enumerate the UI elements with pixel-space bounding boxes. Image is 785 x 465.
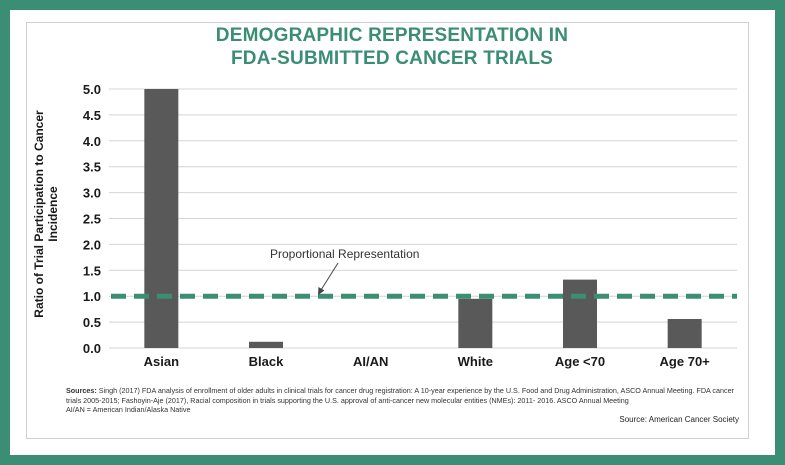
gridlines [109,88,737,349]
sources-text: Singh (2017) FDA analysis of enrollment … [66,386,734,405]
y-tick-labels: 0.0 0.5 1.0 1.5 2.0 2.5 3.0 3.5 4.0 4.5 5.0 [83,82,101,356]
source-credit: Source: American Cancer Society [619,415,739,424]
annotation-arrowhead [318,287,325,295]
x-tick-label: Age <70 [555,354,605,369]
y-tick-label: 3.5 [83,160,101,175]
reference-line-group: Proportional Representation [111,247,737,299]
sources-label: Sources: [66,386,97,395]
y-tick-label: 4.5 [83,108,101,123]
x-tick-label: Age 70+ [660,354,711,369]
x-tick-label: Black [249,354,284,369]
sources-note: Sources: Singh (2017) FDA analysis of en… [66,386,746,415]
bar-age-70 [563,279,597,348]
y-tick-label: 5.0 [83,82,101,97]
y-tick-label: 1.5 [83,263,101,278]
y-tick-label: 1.0 [83,289,101,304]
x-tick-labels: Asian Black AI/AN White Age <70 Age 70+ [144,354,711,369]
x-tick-label: AI/AN [353,354,388,369]
title-line-2: FDA-SUBMITTED CANCER TRIALS [230,48,554,69]
y-tick-label: 4.0 [83,134,101,149]
y-tick-label: 3.0 [83,186,101,201]
title-line-1: DEMOGRAPHIC REPRESENTATION IN [215,25,569,46]
bar-asian [144,89,179,348]
y-tick-label: 0.0 [83,341,101,356]
bars [144,89,702,348]
y-tick-label: 0.5 [83,315,101,330]
bar-black [249,341,283,348]
x-tick-label: Asian [144,354,179,369]
bar-white [458,298,493,348]
y-tick-label: 2.0 [83,237,101,252]
annotation-arrow [320,262,339,291]
abbreviation-note: AI/AN = American Indian/Alaska Native [66,405,191,414]
chart-title: DEMOGRAPHIC REPRESENTATION IN FDA-SUBMIT… [190,24,594,70]
y-tick-label: 2.5 [83,212,101,227]
reference-line-label: Proportional Representation [270,247,419,261]
x-tick-label: White [458,354,493,369]
bar-age-70- [667,318,702,348]
